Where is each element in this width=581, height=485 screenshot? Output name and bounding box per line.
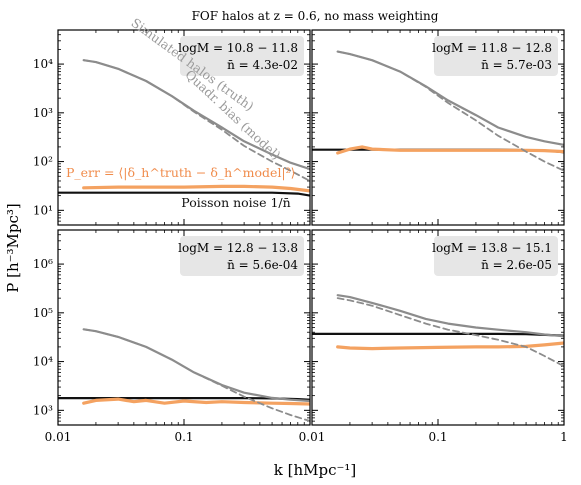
- series-group: [58, 59, 310, 197]
- series-line-bias: [336, 297, 564, 368]
- y-tick-label: 10⁶: [33, 257, 53, 271]
- mass-range-label: logM = 12.8 − 13.8: [178, 241, 298, 255]
- y-tick-label: 10³: [33, 106, 53, 120]
- series-line-poisson: [58, 191, 310, 197]
- series-group: [312, 50, 564, 172]
- y-axis-label: P [h⁻³Mpc³]: [4, 203, 22, 293]
- series-line-err: [336, 341, 564, 351]
- y-tick-label: 10²: [33, 155, 53, 169]
- number-density-label: n̄ = 5.6e-04: [227, 258, 298, 272]
- panels: 10¹ 10² 10³ 10⁴ logM = 10.8 − 11.8 n̄ = 4.3e-…: [33, 15, 568, 444]
- number-density-label: n̄ = 5.7e-03: [481, 58, 552, 72]
- x-axis-label: k [hMpc⁻¹]: [274, 461, 357, 479]
- series-line-halos: [336, 294, 564, 338]
- panel-bottom-left: 10³ 10⁴ 10⁵ 10⁶ 0.01 0.1 logM = 12.8 − 13.8 n̄ …: [33, 229, 311, 444]
- mass-range-label: logM = 11.8 − 12.8: [432, 41, 552, 55]
- y-tick-label: 10⁴: [33, 355, 53, 369]
- series-line-bias: [82, 328, 310, 422]
- x-tick-label: 0.01: [45, 430, 72, 444]
- panel-frame: [311, 29, 565, 226]
- series-line-err: [336, 145, 564, 155]
- series-line-bias: [336, 50, 564, 172]
- series-group: [312, 294, 564, 368]
- y-tick-label: 10⁴: [33, 57, 53, 71]
- series-group: [58, 328, 310, 422]
- annotation-2: P_err = ⟨|δ_h^truth − δ_h^model|²⟩: [66, 165, 296, 180]
- panel-top-left: 10¹ 10² 10³ 10⁴ logM = 10.8 − 11.8 n̄ = 4.3e-…: [33, 15, 311, 226]
- mass-bin-box: [434, 236, 558, 276]
- panel-top-right: logM = 11.8 − 12.8 n̄ = 5.7e-03: [311, 29, 565, 226]
- x-tick-label: 0.01: [299, 430, 326, 444]
- annotation-1: Quadr. bias (model): [182, 67, 283, 163]
- mass-bin-box: [180, 236, 304, 276]
- series-line-halos: [82, 59, 310, 171]
- annotation-3: Poisson noise 1/n̄: [181, 195, 290, 210]
- x-tick-label: 0.1: [428, 430, 447, 444]
- x-tick-label: 1: [560, 430, 568, 444]
- y-tick-label: 10¹: [33, 203, 53, 217]
- figure-title: FOF halos at z = 0.6, no mass weighting: [192, 9, 439, 23]
- series-line-halos: [336, 50, 564, 146]
- series-line-poisson: [312, 332, 564, 337]
- x-tick-label: 0.1: [174, 430, 193, 444]
- number-density-label: n̄ = 4.3e-02: [227, 58, 298, 72]
- series-line-err: [82, 184, 310, 193]
- mass-bin-box: [180, 36, 304, 76]
- series-line-halos: [82, 328, 310, 403]
- panel-frame: [57, 29, 311, 226]
- mass-bin-box: [434, 36, 558, 76]
- panel-frame: [57, 229, 311, 426]
- panel-frame: [311, 229, 565, 426]
- y-tick-label: 10⁵: [33, 306, 53, 320]
- series-line-err: [82, 397, 310, 406]
- mass-range-label: logM = 13.8 − 15.1: [432, 241, 552, 255]
- mass-range-label: logM = 10.8 − 11.8: [178, 41, 298, 55]
- panel-bottom-right: 0.01 0.1 1 logM = 13.8 − 15.1 n̄ = 2.6e-05: [299, 229, 568, 444]
- y-tick-label: 10³: [33, 403, 53, 417]
- number-density-label: n̄ = 2.6e-05: [481, 258, 552, 272]
